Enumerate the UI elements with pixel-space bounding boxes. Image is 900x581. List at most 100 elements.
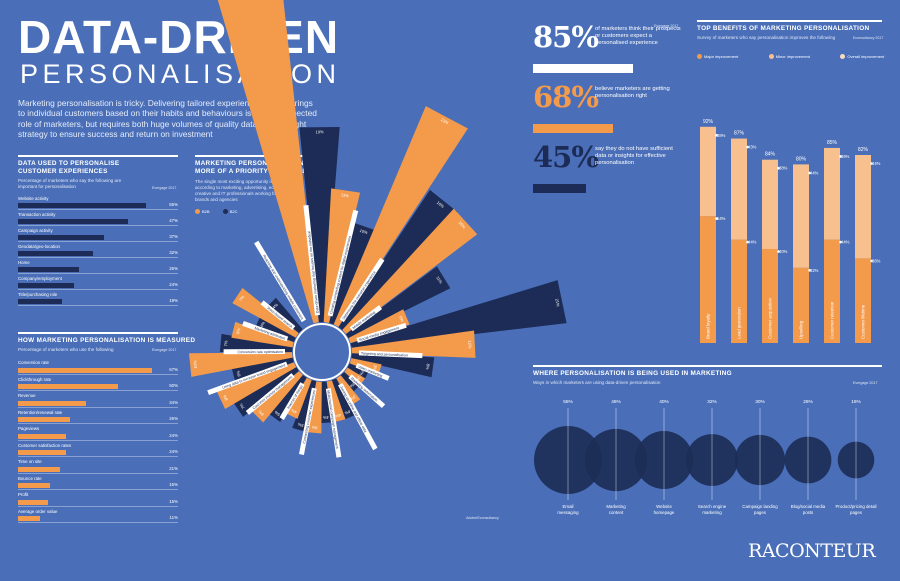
b2c-title-2: MORE OF A PRIORITY FOR B2C BRANDS	[195, 168, 332, 175]
category-label: Targeting and personalisation	[361, 351, 408, 357]
stat-percent: 85%	[533, 20, 599, 54]
b2c-bar	[331, 378, 356, 420]
b2b-value-label: 7%	[238, 294, 246, 302]
overall-label: 85%	[827, 140, 838, 146]
stat-bar	[533, 184, 587, 193]
bar-label: Retention/renewal rate	[18, 409, 63, 415]
measured-chart: Conversion rate 67% Clickthrough rate 50% Re…	[18, 360, 178, 530]
bar-value: 67%	[169, 366, 178, 372]
b2b-bar	[189, 352, 293, 377]
b2b-value-label: 13%	[341, 192, 350, 198]
benefits-subtitle: Survey of marketers who say personalisat…	[697, 35, 836, 40]
stats-panel: 85% of marketers think their prospects or…	[533, 20, 683, 200]
bar-value: 11%	[169, 515, 178, 520]
major-bar	[793, 267, 809, 343]
major-marker	[870, 259, 873, 263]
major-marker	[777, 250, 780, 253]
bar-row: Campaign activity 37%	[18, 228, 178, 244]
bar-rule	[18, 390, 178, 391]
bar-value: 24%	[169, 432, 178, 438]
major-marker	[808, 269, 811, 272]
b2c-value-label: 16%	[436, 200, 446, 209]
category-label-bg	[349, 305, 383, 332]
major-marker	[746, 240, 749, 244]
bar-label: Time on site	[18, 459, 42, 464]
minor-marker	[808, 171, 811, 175]
where-subtitle: Ways in which marketers are using data-d…	[533, 380, 661, 385]
b2c-value-label: 5%	[273, 409, 281, 417]
bar-rule	[18, 305, 178, 306]
bar-row: Time on site 21%	[18, 459, 178, 475]
data-used-subtitle: Percentage of marketers who say the foll…	[18, 178, 122, 189]
major-bar	[762, 249, 778, 343]
b2c-bar	[351, 353, 435, 378]
b2b-value-label: 6%	[257, 409, 265, 417]
bubble-value: 55%	[563, 399, 573, 405]
bar	[18, 251, 93, 256]
major-label: 32%	[810, 268, 819, 273]
b2b-bar	[348, 309, 410, 343]
data-used-chart: Website activity 55% Transaction activity 4…	[18, 196, 178, 316]
bubble-label: homepage	[654, 510, 675, 515]
minor-label: 39%	[841, 154, 850, 159]
b2b-bar	[344, 367, 366, 386]
category-label-bg	[245, 373, 295, 415]
b2b-bar	[336, 375, 361, 406]
bar-row: Profit 15%	[18, 492, 178, 508]
bubble-label: Email	[563, 504, 574, 509]
b2c-value-label: 21%	[554, 298, 561, 307]
stat-bar	[533, 64, 634, 73]
major-bar	[731, 239, 747, 343]
section-rule	[533, 365, 882, 367]
b2c-bar	[319, 381, 333, 424]
benefit-category: Customer acquisition	[768, 297, 773, 339]
bar-label: Bounce rate	[18, 475, 42, 481]
bar-label: Campaign activity	[18, 228, 53, 233]
bar-row: Clickthrough rate 50%	[18, 377, 178, 393]
b2c-value-label: 7%	[223, 340, 229, 347]
b2c-value-label: 7%	[238, 402, 246, 410]
major-label: 44%	[841, 240, 850, 245]
section-rule	[18, 155, 178, 157]
bar-row: Conversion rate 67%	[18, 360, 178, 376]
category-label-bg	[242, 321, 289, 342]
b2c-value-label: 4%	[322, 415, 329, 420]
bar	[18, 400, 86, 406]
category-label-bg	[338, 383, 378, 451]
bar-value: 50%	[169, 383, 178, 388]
b2c-bar	[329, 222, 377, 325]
b2c-bar	[350, 280, 567, 349]
b2c-source: Adobe/Econsultancy	[466, 516, 499, 520]
section-rule	[697, 20, 882, 22]
bar-row: Home 26%	[18, 260, 178, 276]
b2c-legend: B2B B2C	[195, 209, 237, 215]
category-label-bg	[325, 388, 342, 458]
minor-marker	[715, 134, 718, 137]
b2c-value-label: 10%	[359, 228, 369, 235]
minor-label: 38%	[717, 133, 726, 138]
bar	[18, 450, 66, 455]
bar-value: 26%	[169, 266, 178, 271]
minor-label: 38%	[779, 166, 788, 171]
category-label-bg	[358, 350, 423, 359]
bubble-value: 16%	[851, 399, 861, 405]
benefit-category: Brand loyalty	[706, 313, 711, 339]
major-label: 54%	[717, 216, 726, 221]
major-swatch	[697, 54, 702, 60]
bar-value: 21%	[169, 465, 178, 471]
bar-label: Company/employment	[18, 276, 62, 281]
bar-label: Pageviews	[18, 426, 40, 431]
b2b-value-label: 5%	[311, 425, 318, 431]
bar-value: 15%	[169, 498, 178, 504]
bar-row: Pageviews 24%	[18, 426, 178, 442]
b2c-value-label: 2%	[358, 369, 365, 377]
b2b-bar	[342, 208, 478, 334]
b2b-bar	[306, 381, 322, 434]
category-label-bg	[355, 362, 390, 381]
bar-label: Conversion rate	[18, 360, 49, 365]
section-rule	[18, 332, 178, 334]
benefits-chart: 92% 38% 54% Brand loyalty 87% 43% 44% Lead gene…	[700, 119, 881, 343]
stat-bar	[533, 124, 614, 133]
b2c-bar	[340, 372, 360, 393]
major-label: 36%	[872, 258, 881, 263]
